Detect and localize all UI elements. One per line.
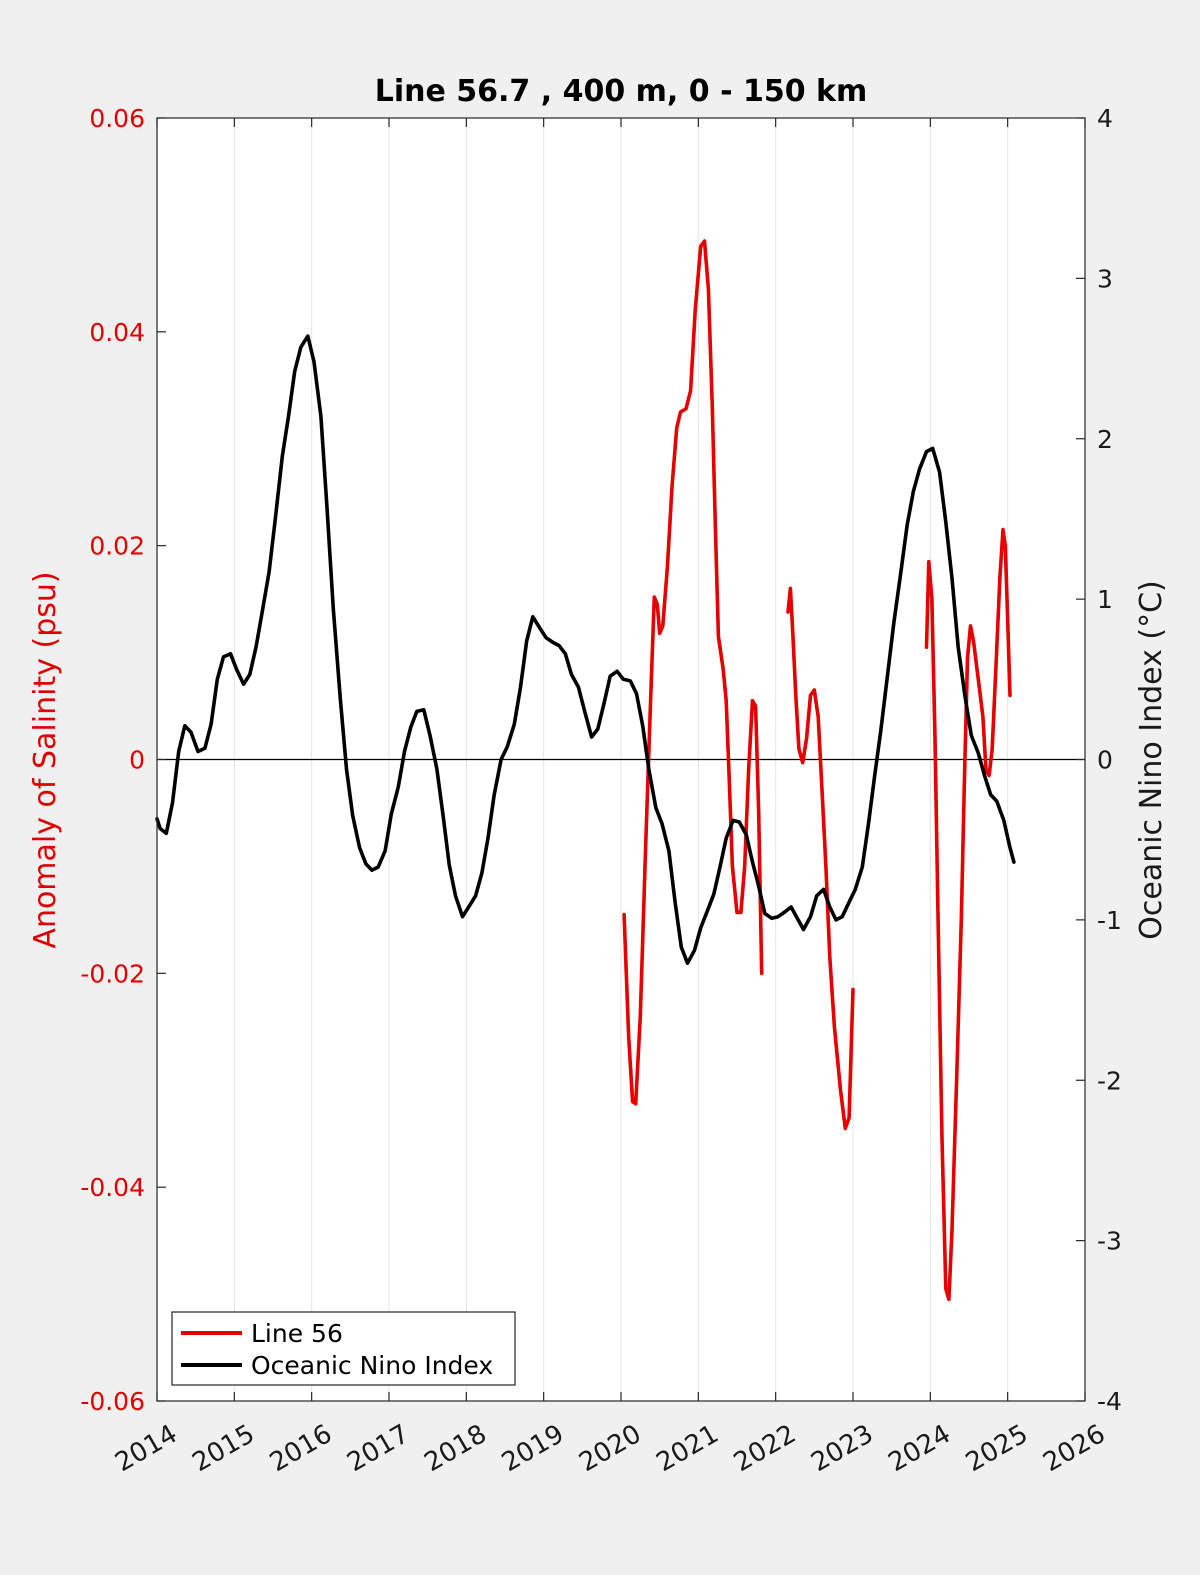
series-layer — [155, 239, 1016, 1302]
series-line56-segment-2 — [786, 586, 855, 1131]
x-tick-label: 2023 — [806, 1419, 878, 1478]
series-oni-line — [155, 334, 1016, 965]
x-tick-label: 2024 — [884, 1419, 956, 1478]
y-right-tick-label: 2 — [1097, 425, 1113, 454]
x-tick-label: 2025 — [961, 1419, 1033, 1478]
y-left-tick-label: 0.02 — [89, 532, 145, 561]
series-line56-segment-3 — [924, 527, 1012, 1302]
y-right-tick-label: 0 — [1097, 746, 1113, 775]
legend-label-line56: Line 56 — [251, 1319, 343, 1348]
x-tick-label: 2019 — [497, 1419, 569, 1478]
x-tick-label: 2020 — [574, 1419, 646, 1478]
x-tick-label: 2026 — [1038, 1419, 1110, 1478]
y-left-tick-label: -0.04 — [80, 1173, 145, 1202]
legend-label-oni: Oceanic Nino Index — [251, 1351, 493, 1380]
legend: Line 56 Oceanic Nino Index — [171, 1311, 516, 1386]
y-right-tick-label: -4 — [1097, 1387, 1122, 1416]
x-tick-label: 2017 — [342, 1419, 414, 1478]
y-right-tick-label: -3 — [1097, 1227, 1122, 1256]
x-tick-label: 2021 — [652, 1419, 724, 1478]
y-axis-left-label: Anomaly of Salinity (psu) — [28, 571, 63, 948]
y-axis-right-label: Oceanic Nino Index (°C) — [1134, 580, 1169, 940]
y-left-tick-label: 0.06 — [89, 104, 145, 133]
series-line56-segment-1 — [622, 239, 764, 1106]
x-tick-label: 2014 — [110, 1419, 182, 1478]
legend-box — [171, 1311, 516, 1386]
y-left-tick-label: -0.06 — [80, 1387, 145, 1416]
y-right-tick-label: -1 — [1097, 906, 1122, 935]
y-left-tick-label: 0 — [129, 746, 145, 775]
y-right-tick-label: 1 — [1097, 585, 1113, 614]
x-tick-label: 2018 — [420, 1419, 492, 1478]
y-right-tick-label: -2 — [1097, 1066, 1122, 1095]
y-left-tick-label: -0.02 — [80, 959, 145, 988]
x-tick-label: 2015 — [188, 1419, 260, 1478]
y-right-tick-label: 3 — [1097, 264, 1113, 293]
chart-title: Line 56.7 , 400 m, 0 - 150 km — [375, 74, 868, 109]
y-left-tick-label: 0.04 — [89, 318, 145, 347]
x-tick-label: 2016 — [265, 1419, 337, 1478]
y-right-tick-label: 4 — [1097, 104, 1113, 133]
x-tick-label: 2022 — [729, 1419, 801, 1478]
